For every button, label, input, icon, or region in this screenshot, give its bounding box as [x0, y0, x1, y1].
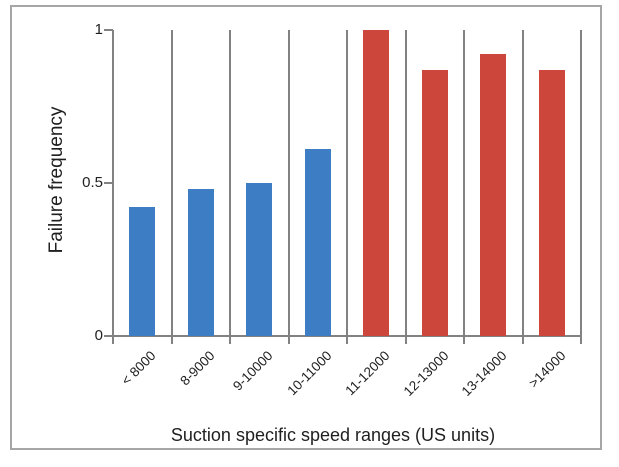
y-axis-line — [112, 30, 114, 336]
bar-5 — [421, 69, 448, 336]
x-axis-tick-6 — [463, 336, 465, 344]
y-tick-label-0: 0 — [94, 327, 103, 344]
bar-7 — [538, 69, 565, 336]
bar-1 — [187, 189, 214, 336]
gridline-5 — [404, 30, 407, 336]
x-axis-tick-4 — [346, 336, 348, 344]
gridline-2 — [229, 30, 231, 336]
y-tick-label-2: 1 — [94, 21, 103, 38]
gridline-3 — [287, 30, 290, 336]
y-axis-title: Failure frequency — [46, 106, 67, 254]
x-axis-title: Suction specific speed ranges (US units) — [170, 425, 496, 445]
x-axis-tick-8 — [580, 336, 582, 344]
bar-3 — [304, 149, 331, 336]
x-axis-line — [112, 335, 582, 337]
x-axis-tick-0 — [112, 336, 114, 344]
gridline-8 — [580, 30, 582, 336]
y-axis-tick-0 — [104, 335, 113, 337]
bar-0 — [129, 207, 156, 336]
y-axis-tick-1 — [104, 182, 113, 184]
y-tick-label-1: 0.5 — [82, 174, 103, 191]
bar-2 — [246, 183, 273, 336]
y-axis-tick-2 — [104, 29, 113, 31]
gridline-6 — [463, 30, 465, 336]
gridline-1 — [170, 30, 173, 336]
x-axis-tick-1 — [170, 336, 173, 344]
x-axis-tick-2 — [229, 336, 231, 344]
x-axis-tick-7 — [521, 336, 524, 344]
x-axis-tick-3 — [287, 336, 290, 344]
gridline-4 — [346, 30, 348, 336]
bar-4 — [363, 30, 390, 336]
x-axis-tick-5 — [404, 336, 407, 344]
bar-6 — [480, 54, 507, 336]
gridline-7 — [521, 30, 524, 336]
